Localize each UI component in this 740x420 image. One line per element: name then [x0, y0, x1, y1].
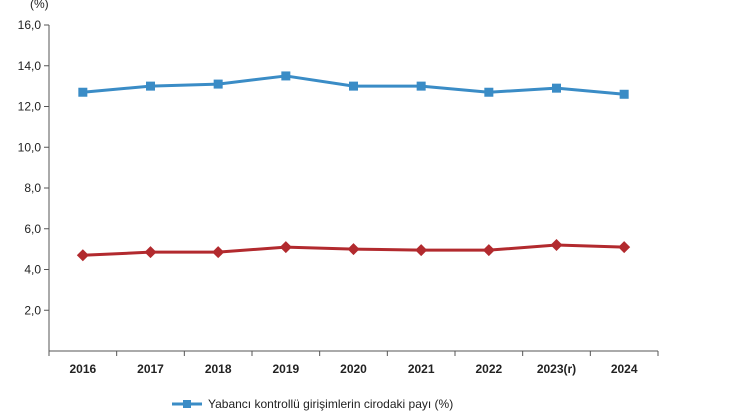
- data-point: [550, 239, 563, 252]
- x-tick-label: 2023(r): [537, 362, 576, 376]
- y-axis-label: (%): [30, 0, 49, 11]
- legend-label: Yabancı kontrollü girişimlerin cirodaki …: [208, 397, 453, 411]
- x-axis: 2016 2017 2018 2019 2020 2021 2022 2023(r) 2024: [48, 350, 659, 376]
- data-point: [349, 81, 358, 91]
- data-point: [213, 79, 223, 89]
- y-axis: 2,0 4,0 6,0 8,0 10,0 12,0 14,0 16,0 (%): [18, 0, 50, 351]
- data-point: [347, 243, 360, 256]
- legend-marker: [183, 400, 191, 408]
- series-1: [78, 71, 629, 99]
- x-tick-label: 2020: [340, 362, 367, 376]
- y-tick-label: 8,0: [24, 181, 41, 195]
- data-point: [619, 89, 629, 99]
- x-tick-label: 2024: [611, 362, 638, 376]
- x-tick-label: 2022: [475, 362, 502, 376]
- y-tick-label: 12,0: [18, 100, 42, 114]
- x-tick-label: 2017: [137, 362, 164, 376]
- data-point: [279, 241, 292, 254]
- data-point: [416, 81, 426, 91]
- series-group: [76, 71, 631, 262]
- y-tick-label: 16,0: [18, 18, 42, 32]
- data-point: [146, 81, 155, 91]
- y-tick-label: 14,0: [18, 59, 42, 73]
- data-point: [484, 87, 494, 97]
- data-point: [618, 241, 631, 254]
- x-tick-label: 2019: [272, 362, 299, 376]
- data-point: [415, 244, 428, 257]
- y-tick-label: 2,0: [24, 303, 41, 317]
- data-point: [281, 71, 291, 81]
- y-tick-label: 10,0: [18, 140, 42, 154]
- x-tick-label: 2021: [408, 362, 435, 376]
- series-2: [76, 239, 631, 262]
- y-tick-label: 4,0: [24, 263, 41, 277]
- data-point: [76, 249, 89, 262]
- data-point: [78, 87, 88, 97]
- x-tick-label: 2018: [205, 362, 232, 376]
- y-tick-label: 6,0: [24, 222, 41, 236]
- data-point: [144, 246, 157, 259]
- data-point: [482, 244, 495, 257]
- legend[interactable]: Yabancı kontrollü girişimlerin cirodaki …: [172, 397, 453, 411]
- data-point: [552, 83, 561, 93]
- data-point: [212, 246, 225, 259]
- legend-item[interactable]: Yabancı kontrollü girişimlerin cirodaki …: [172, 397, 453, 411]
- x-tick-label: 2016: [69, 362, 96, 376]
